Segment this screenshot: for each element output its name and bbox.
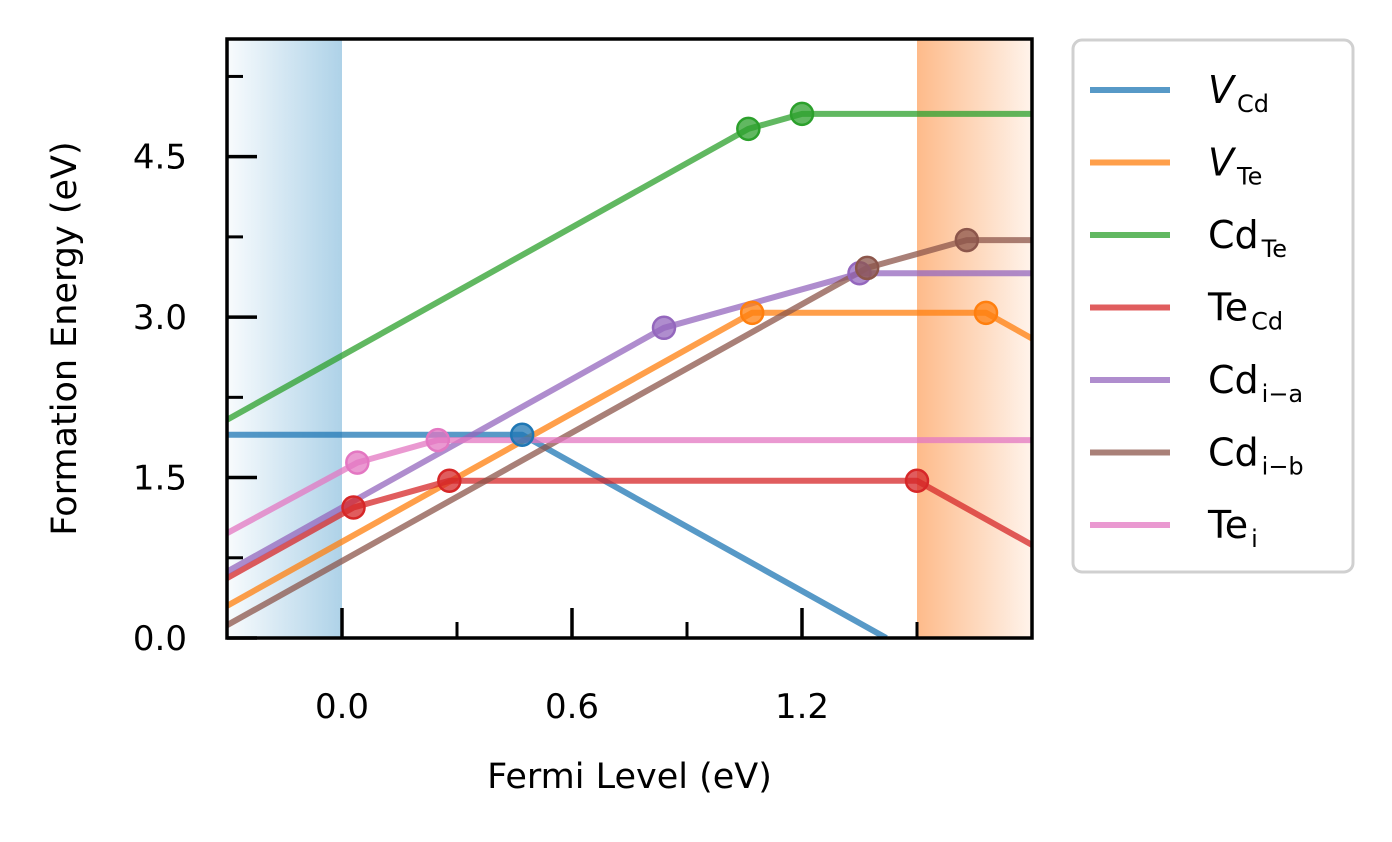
y-tick-label: 4.5 (133, 138, 187, 178)
conduction-band-region (917, 39, 1032, 638)
series-marker-te_i-0 (345, 450, 370, 475)
x-tick-label: 1.2 (775, 687, 829, 727)
series-marker-cd_i_a-0 (651, 315, 677, 341)
legend-label-cd_i_a: Cd i−a (1208, 358, 1303, 408)
legend-label-te_cd: Te Cd (1207, 286, 1283, 336)
series-line-cd_te (227, 110, 1032, 423)
series-line-cd_i_a (227, 270, 1032, 575)
legend-box (1071, 38, 1355, 574)
axes: 0.0 0.6 1.2 0.0 1.5 3.0 4.5 (133, 37, 1034, 727)
x-tick-label: 0.0 (315, 687, 369, 727)
series-marker-v_te-0 (739, 300, 765, 326)
series-marker-v_cd-0 (509, 422, 535, 448)
x-tick-label: 0.6 (545, 687, 599, 727)
series-marker-te_i-1 (425, 427, 451, 453)
y-axis-label: Formation Energy (eV) (45, 141, 85, 535)
x-axis-label: Fermi Level (eV) (487, 757, 772, 797)
series-line-v_te (227, 309, 1032, 609)
legend-label-cd_i_b: Cd i−b (1208, 431, 1304, 481)
series-marker-cd_te-1 (789, 101, 815, 127)
series-line-cd_i_b (227, 237, 1032, 628)
series-marker-v_te-1 (973, 300, 999, 326)
y-tick-label: 0.0 (133, 619, 187, 659)
series-marker-te_cd-0 (341, 495, 366, 520)
y-tick-label: 1.5 (133, 459, 187, 499)
series-marker-te_cd-1 (437, 468, 462, 494)
plot-frame (225, 37, 1034, 640)
series-marker-cd_i_b-1 (954, 227, 980, 253)
legend: V Cd V Te Cd Te Te Cd Cd i−a Cd i−b Te i (1071, 38, 1355, 574)
legend-label-v_te: V Te (1208, 141, 1262, 191)
series-marker-te_cd-2 (904, 468, 930, 494)
legend-label-v_cd: V Cd (1208, 68, 1269, 118)
plot-series (227, 101, 1032, 638)
legend-label-cd_te: Cd Te (1208, 213, 1287, 263)
legend-label-te_i: Te i (1207, 503, 1258, 553)
series-line-te_i (227, 437, 1032, 536)
series-marker-cd_te-0 (736, 116, 761, 142)
y-tick-label: 3.0 (133, 298, 187, 338)
series-marker-cd_i_b-0 (854, 255, 880, 281)
band-regions (227, 39, 1032, 638)
